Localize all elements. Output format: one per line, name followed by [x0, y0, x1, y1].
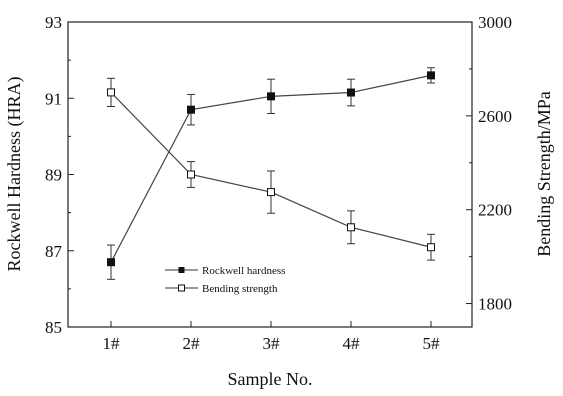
series-rockwell-hardness — [107, 67, 435, 280]
x-tick-label: 4# — [343, 334, 361, 353]
series-layer — [107, 67, 435, 280]
left-y-tick-label: 87 — [45, 242, 63, 261]
right-y-tick-label: 1800 — [478, 295, 512, 314]
x-tick-label: 5# — [423, 334, 441, 353]
right-y-axis-title: Bending Strength/MPa — [534, 91, 554, 257]
legend-label-bending-strength: Bending strength — [202, 283, 278, 295]
legend: Rockwell hardness Bending strength — [165, 265, 285, 295]
legend-label-rockwell-hardness: Rockwell hardness — [202, 265, 285, 277]
legend-marker-filled-square — [178, 267, 185, 273]
data-point-rockwell-hardness — [267, 92, 275, 101]
data-point-bending-strength — [427, 243, 435, 252]
data-point-rockwell-hardness — [347, 88, 355, 97]
data-point-bending-strength — [347, 223, 355, 232]
series-bending-strength — [107, 77, 435, 261]
data-point-bending-strength — [267, 188, 275, 197]
left-y-tick-label: 89 — [45, 166, 62, 185]
x-axis-title: Sample No. — [228, 369, 313, 389]
legend-item-bending-strength: Bending strength — [165, 283, 278, 295]
data-point-rockwell-hardness — [427, 71, 435, 80]
right-y-tick-label: 2600 — [478, 107, 512, 126]
left-y-tick-label: 85 — [45, 318, 62, 337]
legend-marker-open-square — [178, 284, 185, 292]
data-point-rockwell-hardness — [187, 105, 195, 114]
data-point-rockwell-hardness — [107, 258, 115, 267]
left-y-tick-label: 93 — [45, 13, 62, 32]
plot-frame — [67, 21, 473, 328]
x-tick-label: 3# — [263, 334, 281, 353]
right-y-tick-label: 3000 — [478, 13, 512, 32]
legend-item-rockwell-hardness: Rockwell hardness — [165, 265, 285, 277]
data-point-bending-strength — [187, 170, 195, 179]
axes-layer: 1# 2# 3# 4# 5# 85 87 89 91 93 1800 2200 2600 3000 — [45, 13, 512, 353]
data-point-bending-strength — [107, 88, 115, 97]
x-tick-label: 2# — [183, 334, 201, 353]
left-y-axis-title: Rockwell Hardness (HRA) — [4, 77, 25, 272]
right-y-tick-label: 2200 — [478, 201, 512, 220]
x-tick-label: 1# — [103, 334, 121, 353]
left-y-tick-label: 91 — [45, 89, 62, 108]
